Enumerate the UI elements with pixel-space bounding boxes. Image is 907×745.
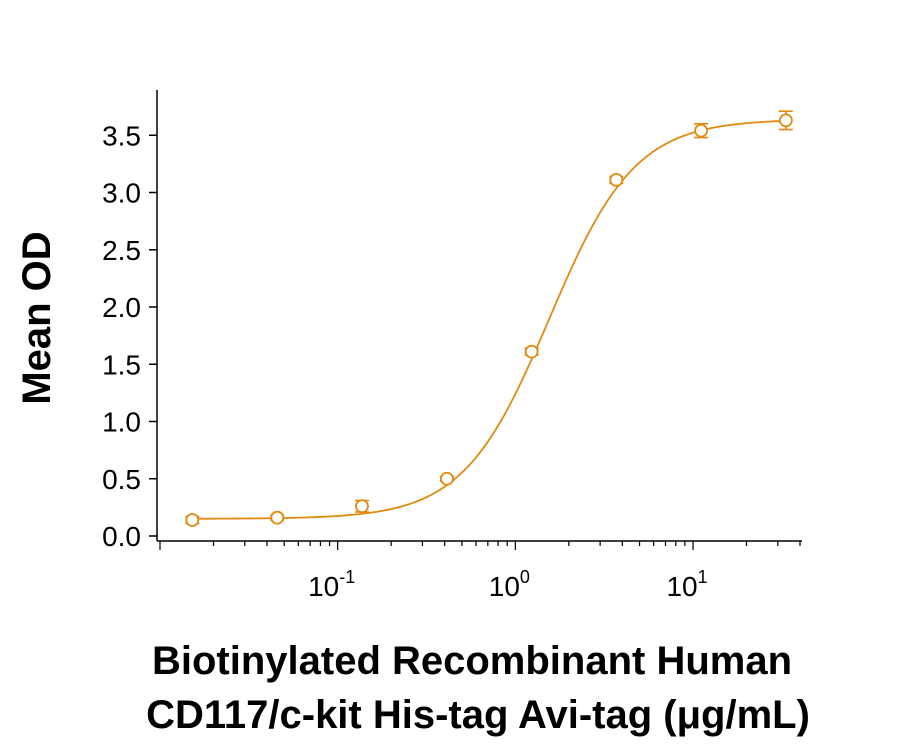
y-tick-label: 3.5: [102, 120, 141, 151]
x-axis-label-line-1: Biotinylated Recombinant Human: [152, 639, 792, 683]
x-tick-label: 10-1: [308, 567, 355, 602]
data-point: [439, 471, 454, 486]
data-marker: [270, 510, 285, 525]
x-tick-label: 101: [666, 567, 707, 602]
x-axis-label-line-2: CD117/c-kit His-tag Avi-tag (μg/mL): [146, 693, 810, 737]
axes: [156, 90, 802, 542]
data-marker: [185, 513, 200, 527]
y-tick-label: 3.0: [102, 178, 141, 209]
data-point: [185, 513, 200, 527]
y-tick-label: 0.0: [102, 521, 141, 552]
y-tick-label: 1.5: [102, 349, 141, 380]
data-point: [270, 510, 285, 525]
data-point: [694, 123, 709, 139]
data-point: [609, 173, 624, 187]
data-points-layer: [185, 110, 793, 527]
data-marker: [609, 173, 624, 187]
data-marker: [524, 344, 539, 359]
y-tick-label: 1.0: [102, 407, 141, 438]
data-point: [524, 344, 539, 359]
fit-curve: [192, 119, 786, 520]
x-tick-label: 100: [489, 567, 530, 602]
data-marker: [355, 499, 369, 514]
fit-curve-layer: [192, 119, 786, 520]
y-axis-label: Mean OD: [15, 231, 59, 404]
y-tick-label: 2.0: [102, 292, 141, 323]
y-tick-label: 2.5: [102, 235, 141, 266]
data-marker: [440, 471, 454, 486]
data-point: [354, 499, 369, 514]
data-point: [778, 110, 793, 131]
data-marker: [778, 113, 793, 128]
x-ticks: 10-1 100 101: [159, 541, 801, 602]
y-tick-label: 0.5: [102, 464, 141, 495]
data-marker: [694, 123, 708, 138]
y-ticks: 0.0 0.5 1.0 1.5 2.0 2.5 3.0 3.5: [102, 120, 157, 552]
